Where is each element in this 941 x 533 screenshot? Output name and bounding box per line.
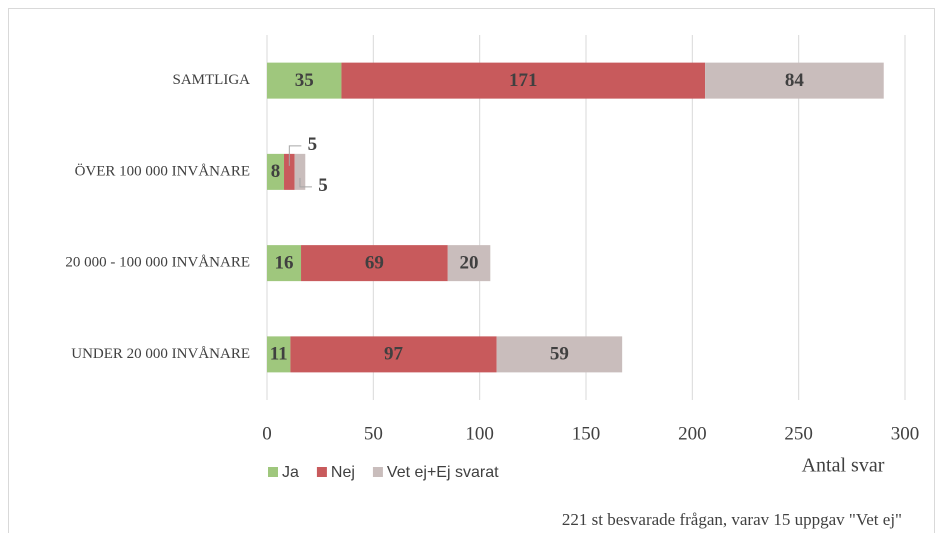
data-label: 97: [384, 344, 404, 365]
y-tick-label: ÖVER 100 000 INVÅNARE: [75, 162, 250, 179]
bar: [284, 153, 295, 190]
leader-line: [288, 145, 302, 166]
x-tick-label: 250: [784, 423, 813, 444]
bar: [301, 245, 448, 282]
data-label: 35: [295, 70, 314, 91]
x-tick-label: 300: [891, 423, 920, 444]
bar: [290, 336, 497, 373]
x-tick-label: 200: [678, 423, 707, 444]
data-label: 20: [460, 252, 479, 273]
bar: [496, 336, 623, 373]
legend-swatch: [268, 467, 278, 477]
data-label: 171: [509, 70, 538, 91]
data-label: 8: [271, 161, 281, 182]
x-axis-label: Antal svar: [802, 455, 885, 477]
bar: [267, 153, 285, 190]
bar: [447, 245, 491, 282]
bar: [267, 245, 302, 282]
bar: [294, 153, 306, 190]
data-label: 16: [275, 252, 294, 273]
legend-swatch: [372, 467, 383, 477]
legend-label: Nej: [331, 464, 355, 481]
x-tick-label: 50: [364, 423, 383, 444]
x-tick-label: 100: [465, 423, 494, 444]
legend-swatch: [316, 467, 327, 477]
bar: [267, 62, 342, 99]
x-tick-label: 150: [572, 423, 601, 444]
chart-frame: [8, 8, 935, 533]
data-label: 5: [318, 175, 328, 196]
bar: [341, 62, 706, 99]
bar: [705, 62, 884, 99]
note: 221 st besvarade frågan, varav 15 uppgav…: [562, 510, 902, 529]
data-label: 11: [270, 344, 288, 365]
y-tick-label: UNDER 20 000 INVÅNARE: [71, 346, 250, 362]
legend-label: Vet ej+Ej svarat: [387, 464, 499, 481]
data-label: 5: [308, 134, 318, 155]
bar: [267, 336, 291, 373]
data-label: 84: [785, 70, 805, 91]
y-tick-label: SAMTLIGA: [173, 72, 251, 88]
leader-line: [299, 177, 312, 188]
data-label: 59: [550, 344, 569, 365]
y-tick-label: 20 000 - 100 000 INVÅNARE: [65, 255, 250, 271]
data-label: 69: [365, 252, 384, 273]
legend-label: Ja: [282, 464, 299, 481]
x-tick-label: 0: [262, 423, 272, 444]
